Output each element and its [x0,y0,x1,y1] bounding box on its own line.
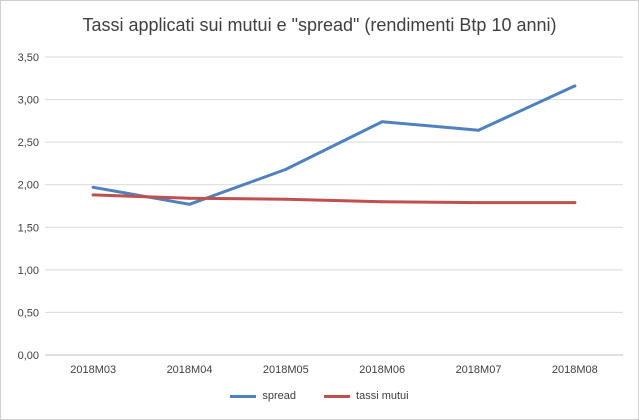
y-tick-label: 0,50 [18,307,39,319]
data-point-tassi-mutui [477,201,480,205]
data-point-spread [188,202,191,206]
y-tick-label: 2,50 [18,137,39,149]
data-point-tassi-mutui [188,196,191,200]
data-point-tassi-mutui [573,201,577,205]
y-tick-label: 3,00 [18,95,39,107]
legend-label-spread: spread [262,390,297,402]
legend-swatch-tassi-mutui [324,394,351,398]
data-point-spread [380,120,384,124]
x-tick-label: 2018M07 [456,364,502,376]
legend-item-spread: spread [230,390,296,402]
legend-swatch-spread [230,394,257,398]
data-point-spread [91,185,95,189]
y-tick-label: 1,50 [18,222,39,234]
series-line-spread [91,84,577,206]
x-tick-label: 2018M04 [167,364,213,376]
x-tick-label: 2018M05 [263,364,309,376]
x-tick-label: 2018M03 [70,364,116,376]
legend-item-tassi-mutui: tassi mutui [324,390,409,402]
y-tick-label: 0,00 [18,350,39,362]
legend-label-tassi-mutui: tassi mutui [356,390,409,402]
legend: spread tassi mutui [1,390,638,402]
data-point-tassi-mutui [91,193,95,197]
data-point-tassi-mutui [380,200,384,204]
chart-title: Tassi applicati sui mutui e "spread" (re… [82,15,557,35]
series-line-tassi-mutui [91,193,577,205]
data-point-tassi-mutui [284,197,288,201]
x-tick-label: 2018M08 [552,364,598,376]
data-point-spread [477,128,480,132]
data-point-spread [573,84,577,88]
y-tick-label: 2,00 [18,180,39,192]
data-point-spread [284,167,288,171]
y-tick-label: 1,00 [18,265,39,277]
y-tick-label: 3,50 [18,52,39,64]
x-tick-label: 2018M06 [359,364,405,376]
